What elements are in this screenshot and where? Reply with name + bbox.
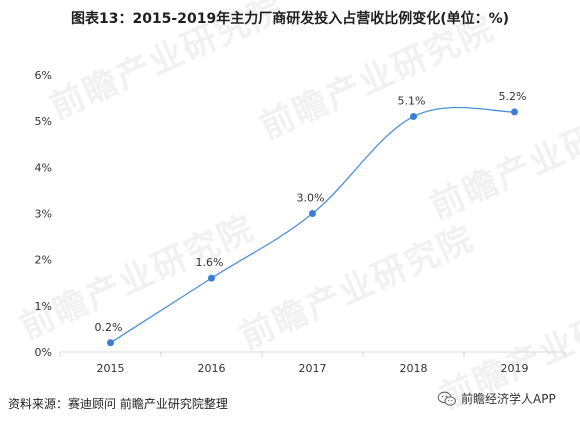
data-point xyxy=(309,210,316,217)
data-label: 1.6% xyxy=(196,256,224,269)
data-label: 5.1% xyxy=(398,95,426,108)
y-tick-label: 5% xyxy=(35,115,52,128)
data-point xyxy=(107,339,114,347)
x-tick-label: 2019 xyxy=(501,362,529,375)
data-line xyxy=(110,106,515,344)
y-tick-labels: 0% 1% 2% 3% 4% 5% 6% xyxy=(35,69,52,359)
data-labels: 0.2% 1.6% 3.0% 5.1% 5.2% xyxy=(95,90,527,334)
y-tick-label: 6% xyxy=(35,69,52,82)
y-tick-label: 0% xyxy=(35,346,52,359)
y-tick-label: 1% xyxy=(35,300,52,313)
data-label: 3.0% xyxy=(297,192,325,205)
x-tick-label: 2016 xyxy=(198,362,226,375)
x-tick-label: 2018 xyxy=(400,362,428,375)
data-label: 5.2% xyxy=(499,90,527,103)
wechat-icon xyxy=(437,391,456,406)
y-tick-label: 3% xyxy=(35,208,52,221)
source-note: 资料来源：赛迪顾问 前瞻产业研究院整理 xyxy=(8,397,228,411)
x-tick-label: 2017 xyxy=(299,362,327,375)
markers xyxy=(107,108,518,347)
x-tick-label: 2015 xyxy=(97,362,125,375)
wechat-badge[interactable]: 前瞻经济学人APP xyxy=(437,390,556,407)
page-title: 图表13：2015-2019年主力厂商研发投入占营收比例变化(单位：%) xyxy=(70,11,510,27)
data-point xyxy=(511,108,518,116)
y-tick-label: 4% xyxy=(35,161,52,174)
data-point xyxy=(208,274,215,282)
wechat-label: 前瞻经济学人APP xyxy=(461,392,556,406)
data-point xyxy=(410,113,417,121)
x-ticks: 2015 2016 2017 2018 2019 xyxy=(59,352,566,375)
line-chart: 0% 1% 2% 3% 4% 5% 6% 2015 2016 2017 2018 2019 0.2%… xyxy=(35,69,566,375)
y-tick-label: 2% xyxy=(35,254,52,267)
data-label: 0.2% xyxy=(95,321,123,334)
